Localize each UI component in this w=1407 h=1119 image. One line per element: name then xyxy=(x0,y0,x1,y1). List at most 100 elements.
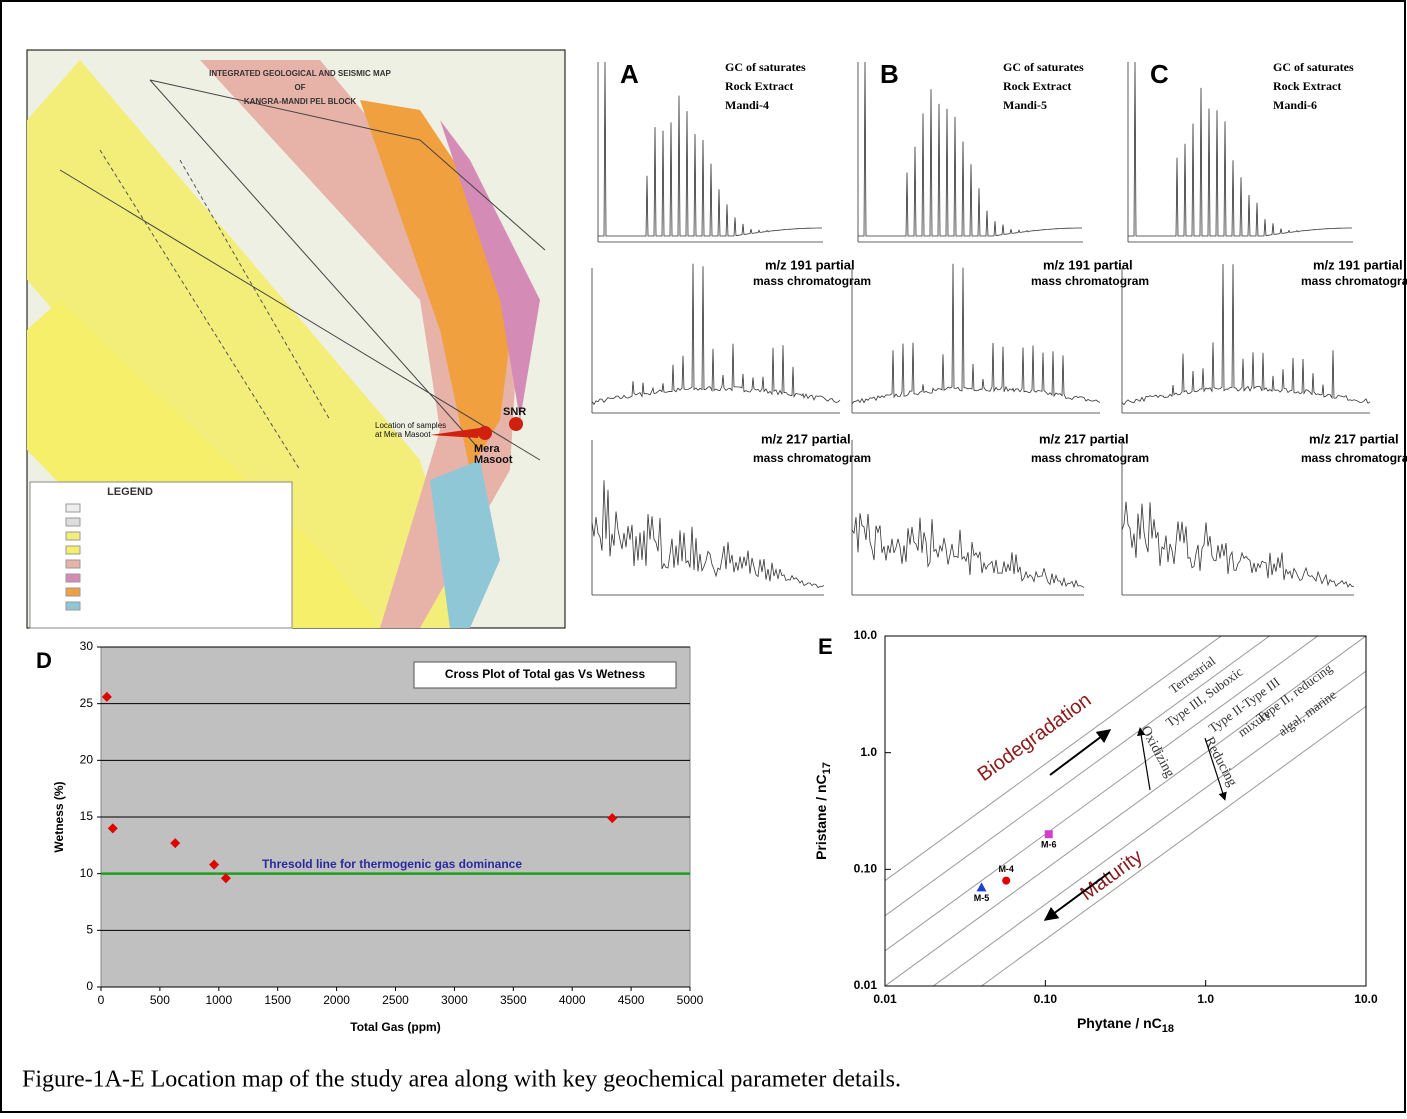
map-title: KANGRA-MANDI PEL BLOCK xyxy=(244,97,357,106)
mz217-title: m/z 217 partial xyxy=(761,431,851,446)
x-axis-label: Phytane / nC18 xyxy=(1077,1015,1174,1035)
reference-label: Thresold line for thermogenic gas domina… xyxy=(262,857,522,871)
map-title: INTEGRATED GEOLOGICAL AND SEISMIC MAP xyxy=(209,69,391,78)
chromatogram-trace xyxy=(598,61,822,237)
y-tick-label: 20 xyxy=(80,753,94,767)
mz217-title: m/z 217 partial xyxy=(1309,431,1399,446)
panel-label: B xyxy=(880,59,899,89)
gc-title: Mandi-6 xyxy=(1273,98,1317,112)
y-tick-label: 10 xyxy=(80,866,94,880)
map-band xyxy=(430,460,500,628)
gc-title: GC of saturates xyxy=(1273,60,1354,74)
data-point xyxy=(607,813,618,824)
chromatogram-trace xyxy=(858,61,1082,237)
y-tick-label: 10.0 xyxy=(854,628,878,642)
mz217-title: mass chromatogram xyxy=(1301,451,1407,465)
ratio-line xyxy=(885,636,1271,917)
data-point xyxy=(101,691,112,702)
x-tick-label: 1.0 xyxy=(1197,992,1214,1006)
data-point xyxy=(170,838,181,849)
y-tick-label: 25 xyxy=(80,696,94,710)
gc-title: Mandi-4 xyxy=(725,98,769,112)
point-label: M-5 xyxy=(974,893,990,903)
point-label: M-6 xyxy=(1041,840,1057,850)
annotation-arrow xyxy=(1043,871,1111,921)
gc-title: GC of saturates xyxy=(725,60,806,74)
seismic-line xyxy=(149,79,481,451)
map-band xyxy=(440,120,540,420)
ratio-lines xyxy=(885,636,1366,986)
x-tick-label: 0 xyxy=(98,993,105,1007)
map-place: Masoot xyxy=(474,454,513,466)
legend-swatch xyxy=(65,573,81,583)
sample-arrow xyxy=(430,428,480,438)
legend-swatch xyxy=(65,517,81,527)
x-tick-label: 500 xyxy=(150,993,170,1007)
chromatogram-trace xyxy=(851,513,1085,589)
ratio-line xyxy=(885,636,1223,882)
map-band xyxy=(27,60,470,628)
seismic-line xyxy=(419,139,546,251)
mz191-title: m/z 191 partial xyxy=(1313,257,1403,272)
x-tick-label: 3000 xyxy=(441,993,468,1007)
ratio-line xyxy=(885,636,1319,952)
y-axis-label-subscript: 17 xyxy=(821,762,833,774)
x-axis-label: Total Gas (ppm) xyxy=(350,1020,440,1034)
map-town: SNR xyxy=(503,406,526,418)
legend-swatch xyxy=(65,531,81,541)
mz217-title: mass chromatogram xyxy=(1031,451,1149,465)
x-tick-label: 1000 xyxy=(205,993,232,1007)
annotation-arrow xyxy=(1137,727,1151,791)
chromatogram-trace xyxy=(1121,501,1355,588)
y-tick-label: 0 xyxy=(86,979,93,993)
figure-caption: Figure-1A-E Location map of the study ar… xyxy=(22,1067,901,1093)
y-axis-label-text: Pristane / nC xyxy=(813,774,829,860)
legend-swatch xyxy=(65,601,81,611)
x-tick-label: 4500 xyxy=(618,993,645,1007)
point-label: M-4 xyxy=(998,864,1014,874)
y-tick-label: 1.0 xyxy=(860,745,877,759)
gc-title: Rock Extract xyxy=(1273,79,1341,93)
chromatogram-trace xyxy=(1121,263,1371,406)
x-tick-label: 10.0 xyxy=(1354,992,1378,1006)
data-point xyxy=(220,873,231,884)
mz217-title: mass chromatogram xyxy=(753,451,871,465)
mz191-title: mass chromatogram xyxy=(753,274,871,288)
chart-title: Cross Plot of Total gas Vs Wetness xyxy=(445,667,646,681)
mz191-title: m/z 191 partial xyxy=(765,257,855,272)
x-axis-label-subscript: 18 xyxy=(1162,1023,1174,1035)
y-tick-label: 30 xyxy=(80,639,94,653)
x-tick-label: 3500 xyxy=(500,993,527,1007)
data-point xyxy=(107,823,118,834)
seismic-line xyxy=(149,79,421,141)
panel-label: E xyxy=(818,634,833,659)
gc-title: Rock Extract xyxy=(1003,79,1071,93)
y-tick-label: 0.10 xyxy=(854,862,878,876)
chromatogram-trace xyxy=(591,480,825,589)
chromatogram-trace xyxy=(1128,61,1352,237)
data-point xyxy=(1002,876,1011,885)
legend-swatch xyxy=(65,587,81,597)
y-tick-label: 15 xyxy=(80,809,94,823)
mz191-title: m/z 191 partial xyxy=(1043,257,1133,272)
chromatograms: A GC of saturates Rock Extract Mandi-4 m/z 1… xyxy=(591,59,1407,596)
panel-label: A xyxy=(620,59,639,89)
town-marker xyxy=(509,417,523,431)
map-title: OF xyxy=(294,83,305,92)
y-axis-label: Wetness (%) xyxy=(52,781,66,852)
panel-label: D xyxy=(36,648,52,673)
seismic-line xyxy=(59,169,541,461)
map-band xyxy=(360,100,520,470)
ratio-line xyxy=(932,670,1366,986)
legend-swatch xyxy=(65,559,81,569)
x-tick-label: 0.01 xyxy=(873,992,897,1006)
chromatogram-trace xyxy=(851,263,1101,405)
annotation-arrow xyxy=(1049,729,1112,776)
x-axis-label-text: Phytane / nC xyxy=(1077,1015,1162,1031)
mz191-title: mass chromatogram xyxy=(1031,274,1149,288)
plot-frame xyxy=(884,635,1367,987)
y-axis-label: Pristane / nC17 xyxy=(813,762,833,860)
data-point xyxy=(1044,830,1053,839)
x-tick-label: 4000 xyxy=(559,993,586,1007)
